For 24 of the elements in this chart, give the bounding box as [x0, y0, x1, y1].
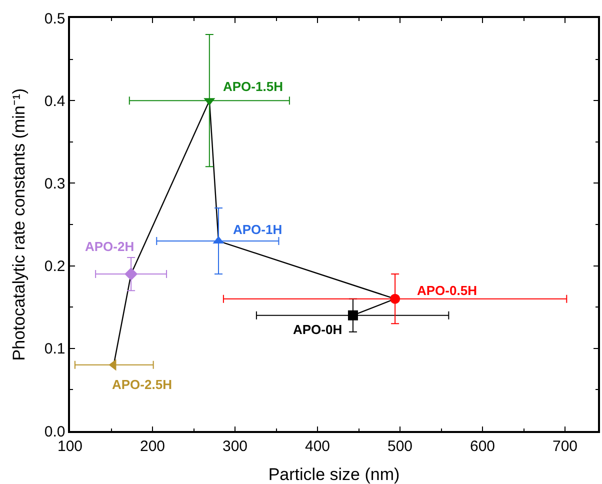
y-tick-label: 0.0	[44, 423, 66, 440]
series-label: APO-2H	[85, 239, 134, 254]
x-tick-label: 100	[57, 438, 83, 455]
point	[348, 310, 358, 320]
series-label: APO-0H	[293, 322, 342, 337]
y-tick-label: 0.3	[44, 175, 66, 192]
x-tick-label: 300	[222, 438, 248, 455]
x-axis-title: Particle size (nm)	[268, 465, 400, 484]
x-tick-label: 400	[304, 438, 330, 455]
y-axis-title: Photocatalytic rate constants (min⁻¹)	[9, 88, 28, 361]
series-label: APO-1H	[233, 222, 282, 237]
y-tick-label: 0.1	[44, 340, 66, 358]
series-label: APO-1.5H	[223, 79, 283, 94]
y-tick-label: 0.2	[44, 258, 66, 276]
point	[390, 294, 400, 304]
x-tick-label: 500	[387, 438, 413, 455]
x-tick-label: 600	[470, 438, 496, 455]
x-tick-label: 700	[552, 438, 578, 455]
y-tick-label: 0.5	[44, 10, 66, 28]
series-label: APO-0.5H	[417, 283, 477, 298]
point	[124, 268, 138, 281]
series-label: APO-2.5H	[112, 377, 172, 392]
x-tick-label: 200	[140, 438, 166, 455]
y-tick-label: 0.4	[44, 92, 66, 110]
